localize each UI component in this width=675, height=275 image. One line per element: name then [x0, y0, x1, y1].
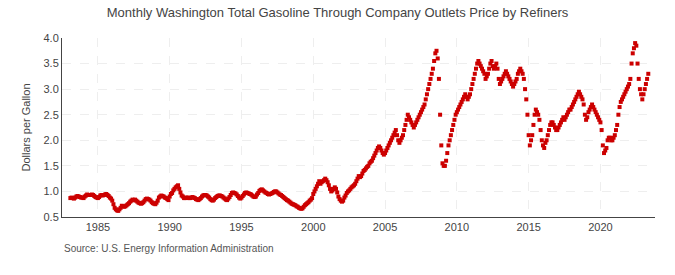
- svg-text:1990: 1990: [157, 221, 181, 233]
- svg-text:0.5: 0.5: [44, 211, 59, 223]
- svg-text:2005: 2005: [373, 221, 397, 233]
- svg-text:1.5: 1.5: [44, 160, 59, 172]
- svg-text:2015: 2015: [516, 221, 540, 233]
- svg-text:2020: 2020: [588, 221, 612, 233]
- svg-text:1.0: 1.0: [44, 185, 59, 197]
- svg-text:2.5: 2.5: [44, 109, 59, 121]
- svg-text:4.0: 4.0: [44, 32, 59, 44]
- svg-text:2000: 2000: [301, 221, 325, 233]
- svg-text:Source: U.S. Energy Informatio: Source: U.S. Energy Information Administ…: [64, 243, 274, 254]
- svg-text:1995: 1995: [229, 221, 253, 233]
- svg-text:Dollars per Gallon: Dollars per Gallon: [20, 83, 32, 171]
- svg-text:2.0: 2.0: [44, 134, 59, 146]
- svg-text:1985: 1985: [86, 221, 110, 233]
- svg-text:Monthly Washington Total Gasol: Monthly Washington Total Gasoline Throug…: [107, 5, 569, 20]
- svg-text:3.5: 3.5: [44, 57, 59, 69]
- svg-text:3.0: 3.0: [44, 83, 59, 95]
- svg-text:2010: 2010: [445, 221, 469, 233]
